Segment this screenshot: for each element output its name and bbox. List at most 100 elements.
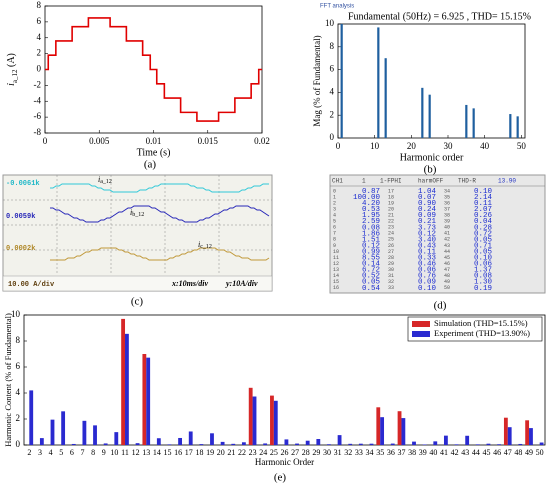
x-tick-label: 14 xyxy=(153,448,161,457)
bar xyxy=(156,438,161,445)
harmonic-index: 5 xyxy=(333,219,336,225)
x-tick-label: 34 xyxy=(366,448,374,457)
bar xyxy=(82,420,87,445)
x-tick-label: 2 xyxy=(27,448,31,457)
y-tick-label: 0 xyxy=(37,64,42,74)
channel-label-sub: c_12 xyxy=(200,244,212,250)
bar xyxy=(507,427,512,445)
harmonic-index: 19 xyxy=(388,200,394,206)
bar xyxy=(337,435,342,445)
x-tick-label: 11 xyxy=(121,448,129,457)
bar xyxy=(390,443,395,445)
y-tick-label: 4 xyxy=(37,32,42,42)
x-tick-label: 32 xyxy=(344,448,352,457)
bar xyxy=(241,442,246,445)
bar xyxy=(380,417,385,445)
harmonic-index: 26 xyxy=(388,243,394,249)
bar xyxy=(486,443,491,445)
bar xyxy=(61,411,66,445)
harmonic-value: 0.08 xyxy=(362,224,380,232)
bar xyxy=(340,24,343,138)
harmonic-value: 0.11 xyxy=(474,200,493,208)
x-tick-label: 35 xyxy=(376,448,384,457)
y-axis-label-sub: a_12 xyxy=(11,69,19,83)
harmonic-value: 1.30 xyxy=(474,279,493,287)
y-tick-label: 10 xyxy=(325,18,335,28)
header-cell: harmOFF xyxy=(418,178,444,185)
harmonic-index: 1 xyxy=(333,194,336,200)
bar xyxy=(348,443,353,445)
x-tick-label: 38 xyxy=(408,448,416,457)
bar xyxy=(295,443,299,445)
harmonic-value: 0.09 xyxy=(418,212,436,220)
harmonic-index: 18 xyxy=(388,194,394,200)
harmonic-index: 48 xyxy=(444,273,450,279)
harmonic-value: 0.12 xyxy=(418,230,436,238)
x-tick-label: 0 xyxy=(336,141,341,151)
harmonic-index: 42 xyxy=(444,237,450,243)
x-tick-label: 37 xyxy=(397,448,405,457)
analyzer-screen xyxy=(329,174,546,294)
x-tick-label: 10 xyxy=(370,141,380,151)
harmonic-index: 8 xyxy=(333,237,336,243)
bar xyxy=(210,433,214,445)
harmonic-index: 9 xyxy=(333,243,336,249)
x-tick-label: 3 xyxy=(38,448,42,457)
scope-scale: 10.00 A/div xyxy=(8,281,55,289)
x-tick-label: 49 xyxy=(525,448,533,457)
bar xyxy=(397,411,402,445)
harmonic-value: 0.06 xyxy=(418,267,437,275)
channel-label-sub: a_12 xyxy=(100,179,112,185)
harmonic-index: 17 xyxy=(388,188,394,194)
x-tick-label: 46 xyxy=(493,448,501,457)
x-tick-label: 50 xyxy=(536,448,544,457)
legend-label: Experiment (THD=13.90%) xyxy=(434,328,530,338)
harmonic-index: 47 xyxy=(444,267,450,273)
harmonic-index: 49 xyxy=(444,279,450,285)
x-tick-label: 0 xyxy=(43,136,48,146)
x-tick-label: 0.01 xyxy=(146,136,162,146)
harmonic-index: 31 xyxy=(388,273,394,279)
harmonic-index: 44 xyxy=(444,249,450,255)
x-tick-label: 43 xyxy=(461,448,469,457)
harmonic-index: 3 xyxy=(333,206,336,212)
bar xyxy=(529,428,533,445)
bar xyxy=(503,417,508,445)
bar xyxy=(412,441,416,445)
bar xyxy=(270,395,274,445)
harmonic-index: 46 xyxy=(444,261,450,267)
harmonic-index: 6 xyxy=(333,225,336,231)
harmonic-index: 41 xyxy=(444,231,450,237)
x-tick-label: 26 xyxy=(281,448,289,457)
x-tick-label: 27 xyxy=(291,448,299,457)
harmonic-index: 37 xyxy=(444,206,450,212)
harmonic-index: 27 xyxy=(388,249,394,255)
bar xyxy=(252,396,257,445)
scope-screen xyxy=(2,174,273,292)
x-tick-label: 20 xyxy=(217,448,225,457)
harmonic-value: 0.99 xyxy=(362,248,380,256)
waveform-line xyxy=(45,17,262,122)
harmonic-value: 8.55 xyxy=(362,255,381,263)
harmonic-value: 0.28 xyxy=(474,224,492,232)
harmonic-value: 0.87 xyxy=(362,188,380,196)
x-tick-label: 23 xyxy=(249,448,257,457)
harmonic-index: 2 xyxy=(333,200,336,206)
channel-reading: 0.0059k xyxy=(6,213,35,221)
x-tick-label: 4 xyxy=(49,448,53,457)
header-cell: CH1 xyxy=(332,178,343,185)
bar xyxy=(369,443,374,445)
bar xyxy=(103,443,108,445)
bar xyxy=(263,443,268,445)
x-tick-label: 6 xyxy=(70,448,74,457)
harmonic-value: 0.33 xyxy=(418,255,437,263)
legend-box xyxy=(407,316,543,342)
y-tick-label: 4 xyxy=(330,86,335,96)
bar xyxy=(509,114,512,138)
bar xyxy=(443,435,448,445)
harmonic-value: 1.37 xyxy=(474,267,492,275)
bar xyxy=(248,387,253,445)
x-tick-label: 15 xyxy=(164,448,172,457)
x-tick-label: 19 xyxy=(206,448,214,457)
